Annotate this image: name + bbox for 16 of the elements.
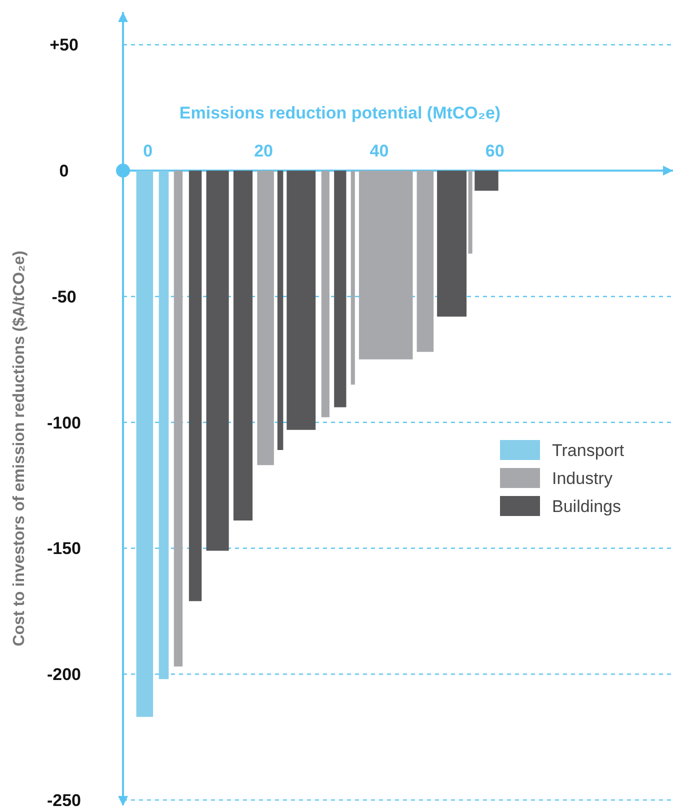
x-tick-label: 20 — [254, 142, 273, 161]
x-tick-label: 60 — [485, 142, 504, 161]
y-tick-label: +50 — [50, 36, 78, 55]
y-tick-label: -150 — [46, 539, 82, 558]
x-axis-title: Emissions reduction potential (MtCO₂e) — [179, 104, 501, 123]
y-tick-label: -250 — [46, 790, 82, 808]
y-tick-label: -50 — [52, 287, 76, 306]
y-tick-label: 0 — [59, 162, 69, 181]
y-tick-label: -200 — [46, 665, 82, 684]
y-axis-title: Cost to investors of emission reductions ($A/tCO₂e) — [11, 250, 28, 646]
legend-label: Industry — [552, 468, 613, 488]
x-tick-label: 40 — [370, 142, 389, 161]
y-tick-label: -100 — [46, 413, 82, 432]
x-tick-label: 0 — [143, 142, 153, 161]
legend-label: Buildings — [552, 496, 621, 516]
legend-label: Transport — [552, 440, 624, 460]
